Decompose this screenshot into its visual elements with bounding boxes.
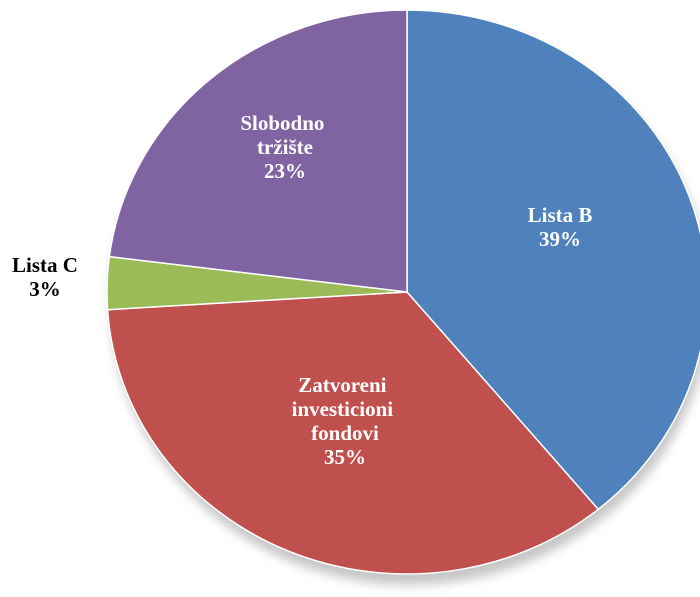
slice-category-label: Lista C — [12, 253, 78, 277]
pie-slice — [106, 291, 600, 575]
pie-slice — [108, 9, 408, 293]
slice-category-label: Zatvoreni investicioni fondovi — [292, 373, 399, 445]
slice-category-label: Lista B — [528, 203, 593, 227]
slice-value-label: 35% — [324, 445, 366, 469]
slice-value-label: 3% — [29, 277, 61, 301]
slice-value-label: 23% — [264, 159, 306, 183]
slice-category-label: Slobodno tržište — [240, 111, 329, 159]
slice-value-label: 39% — [539, 227, 581, 251]
pie-slice — [406, 9, 700, 511]
